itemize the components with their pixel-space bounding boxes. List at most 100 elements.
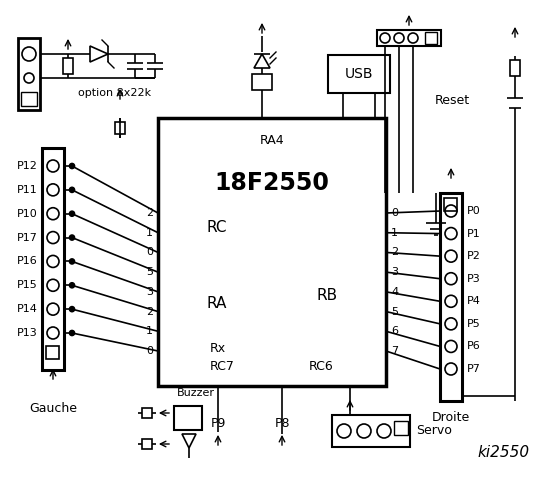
Circle shape	[337, 424, 351, 438]
Text: P4: P4	[467, 296, 481, 306]
Text: 3: 3	[391, 267, 398, 277]
Bar	[510, 60, 520, 76]
Circle shape	[445, 228, 457, 240]
Text: P15: P15	[17, 280, 38, 290]
Bar	[158, 118, 386, 386]
Text: RA: RA	[206, 296, 226, 311]
Bar	[425, 32, 437, 44]
Bar	[18, 38, 40, 110]
Bar	[42, 148, 64, 370]
Text: Buzzer: Buzzer	[177, 388, 215, 398]
Text: P2: P2	[467, 251, 481, 261]
Text: Reset: Reset	[435, 94, 470, 107]
Circle shape	[47, 184, 59, 196]
Text: 5: 5	[146, 267, 153, 277]
Text: RA4: RA4	[260, 133, 284, 146]
Circle shape	[445, 318, 457, 330]
Text: Servo: Servo	[416, 424, 452, 437]
Text: P6: P6	[467, 341, 481, 351]
Bar	[377, 30, 441, 46]
Text: 1: 1	[146, 326, 153, 336]
Circle shape	[70, 164, 75, 168]
Bar	[115, 121, 125, 134]
Circle shape	[357, 424, 371, 438]
Text: 2: 2	[391, 247, 398, 257]
Bar	[252, 74, 272, 90]
Circle shape	[380, 33, 390, 43]
Text: Droite: Droite	[432, 411, 470, 424]
Bar	[21, 92, 37, 106]
Text: P7: P7	[467, 364, 481, 374]
Text: 5: 5	[391, 307, 398, 317]
Text: P5: P5	[467, 319, 481, 329]
Text: 1: 1	[146, 228, 153, 238]
Circle shape	[47, 327, 59, 339]
Text: P10: P10	[17, 209, 38, 219]
Text: P14: P14	[17, 304, 38, 314]
Circle shape	[445, 340, 457, 352]
Circle shape	[47, 279, 59, 291]
Text: P8: P8	[274, 417, 290, 430]
Text: RC7: RC7	[210, 360, 235, 372]
Bar	[46, 346, 59, 359]
Text: P1: P1	[467, 228, 481, 239]
Text: P13: P13	[17, 328, 38, 338]
Circle shape	[445, 205, 457, 217]
Text: 18F2550: 18F2550	[215, 171, 330, 195]
Bar	[174, 406, 202, 430]
Circle shape	[70, 211, 75, 216]
Text: 1: 1	[391, 228, 398, 238]
Bar	[444, 198, 457, 211]
Circle shape	[70, 307, 75, 312]
Circle shape	[70, 259, 75, 264]
Circle shape	[445, 250, 457, 262]
Circle shape	[445, 273, 457, 285]
Text: P0: P0	[467, 206, 481, 216]
Text: P3: P3	[467, 274, 481, 284]
Bar	[63, 59, 73, 74]
Bar	[394, 421, 408, 435]
Circle shape	[22, 47, 36, 61]
Text: 2: 2	[146, 208, 153, 218]
Circle shape	[47, 160, 59, 172]
Circle shape	[394, 33, 404, 43]
Text: 0: 0	[391, 208, 398, 218]
Bar	[142, 439, 153, 449]
Text: Gauche: Gauche	[29, 402, 77, 415]
Text: P9: P9	[210, 417, 226, 430]
Circle shape	[47, 208, 59, 220]
Circle shape	[47, 255, 59, 267]
Text: 4: 4	[391, 287, 398, 297]
Circle shape	[70, 283, 75, 288]
Text: USB: USB	[345, 67, 373, 81]
Circle shape	[70, 331, 75, 336]
Bar	[440, 193, 462, 401]
Bar	[328, 55, 390, 93]
Text: Rx: Rx	[210, 341, 226, 355]
Text: 0: 0	[146, 247, 153, 257]
Bar	[142, 408, 153, 418]
Circle shape	[70, 187, 75, 192]
Circle shape	[445, 363, 457, 375]
Text: RB: RB	[317, 288, 338, 303]
Text: 6: 6	[391, 326, 398, 336]
Text: P12: P12	[17, 161, 38, 171]
Text: P11: P11	[17, 185, 38, 195]
Text: 3: 3	[146, 287, 153, 297]
Circle shape	[24, 73, 34, 83]
Text: RC: RC	[206, 220, 227, 236]
Circle shape	[70, 235, 75, 240]
Bar	[332, 415, 410, 447]
Text: P16: P16	[17, 256, 38, 266]
Circle shape	[377, 424, 391, 438]
Text: P17: P17	[17, 233, 38, 242]
Circle shape	[47, 231, 59, 243]
Circle shape	[47, 303, 59, 315]
Text: 0: 0	[146, 346, 153, 356]
Text: 7: 7	[391, 346, 398, 356]
Text: 2: 2	[146, 307, 153, 317]
Text: ki2550: ki2550	[478, 445, 530, 460]
Circle shape	[445, 295, 457, 307]
Text: RC6: RC6	[309, 360, 334, 372]
Text: option 8x22k: option 8x22k	[79, 88, 152, 98]
